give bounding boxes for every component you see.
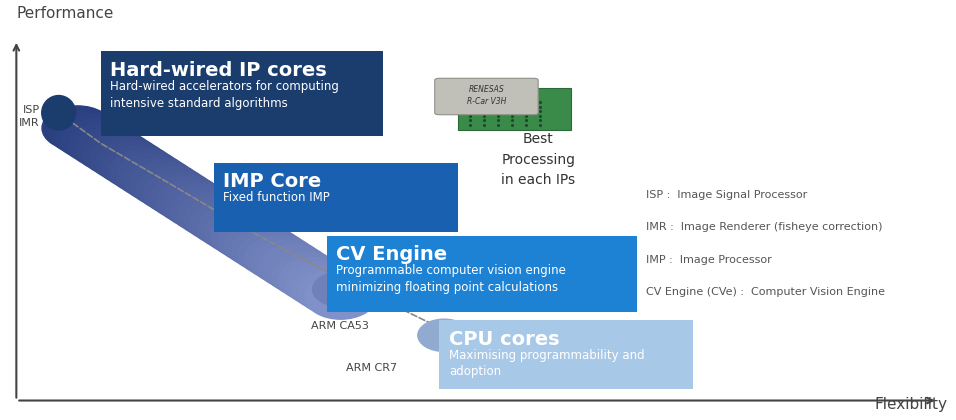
Ellipse shape (137, 166, 207, 211)
Ellipse shape (313, 272, 369, 307)
Text: ISP :  Image Signal Processor: ISP : Image Signal Processor (646, 189, 808, 200)
Ellipse shape (123, 158, 194, 202)
Ellipse shape (49, 110, 120, 155)
FancyBboxPatch shape (435, 78, 538, 115)
Text: ISP
IMR: ISP IMR (19, 105, 40, 128)
Ellipse shape (102, 145, 174, 189)
Text: Programmable computer vision engine
minimizing floating point calculations: Programmable computer vision engine mini… (336, 264, 566, 294)
Text: CV Engine (CVe) :  Computer Vision Engine: CV Engine (CVe) : Computer Vision Engine (646, 287, 885, 297)
FancyBboxPatch shape (440, 320, 693, 389)
Ellipse shape (305, 275, 376, 319)
Ellipse shape (272, 253, 342, 297)
Ellipse shape (190, 201, 261, 246)
Ellipse shape (225, 223, 295, 267)
FancyBboxPatch shape (458, 88, 571, 130)
Ellipse shape (251, 240, 322, 285)
Ellipse shape (42, 106, 113, 150)
FancyBboxPatch shape (101, 51, 383, 136)
Text: Best
Processing
in each IPs: Best Processing in each IPs (501, 132, 576, 187)
FancyBboxPatch shape (327, 236, 637, 312)
Ellipse shape (292, 266, 362, 310)
Text: Hard-wired IP cores: Hard-wired IP cores (110, 61, 327, 80)
Ellipse shape (197, 205, 269, 250)
Text: ARM CR7: ARM CR7 (346, 363, 397, 373)
Ellipse shape (130, 162, 201, 207)
Text: IMP Core: IMP Core (223, 172, 321, 191)
Text: IMP :  Image Processor: IMP : Image Processor (646, 255, 772, 265)
Ellipse shape (482, 345, 538, 379)
Ellipse shape (285, 262, 356, 306)
Ellipse shape (177, 192, 248, 237)
Ellipse shape (238, 231, 309, 276)
Ellipse shape (245, 236, 315, 280)
Ellipse shape (265, 249, 336, 293)
Ellipse shape (55, 115, 126, 159)
Ellipse shape (110, 149, 181, 194)
Text: ARM CA53: ARM CA53 (311, 321, 369, 331)
Ellipse shape (89, 136, 161, 181)
Ellipse shape (163, 184, 234, 228)
Text: Maximising programmability and
adoption: Maximising programmability and adoption (448, 349, 644, 378)
Text: Performance: Performance (16, 6, 114, 21)
Text: CPU cores: CPU cores (448, 330, 559, 349)
Text: Hard-wired accelerators for computing
intensive standard algorithms: Hard-wired accelerators for computing in… (110, 80, 339, 110)
Ellipse shape (42, 95, 76, 130)
FancyBboxPatch shape (214, 163, 458, 232)
Ellipse shape (96, 141, 167, 185)
Ellipse shape (258, 244, 329, 289)
Text: Fixed function IMP: Fixed function IMP (223, 192, 330, 205)
Ellipse shape (298, 270, 369, 315)
Ellipse shape (76, 128, 146, 172)
Text: IMR :  Image Renderer (fisheye correction): IMR : Image Renderer (fisheye correction… (646, 222, 882, 232)
Ellipse shape (210, 214, 282, 259)
Ellipse shape (170, 188, 241, 233)
Text: CV Engine: CV Engine (336, 245, 447, 264)
Ellipse shape (157, 179, 228, 224)
Ellipse shape (184, 197, 254, 241)
Ellipse shape (117, 153, 187, 198)
Text: Flexibility: Flexibility (874, 397, 947, 412)
Ellipse shape (218, 218, 289, 263)
Ellipse shape (62, 119, 133, 163)
Ellipse shape (418, 319, 470, 352)
Ellipse shape (150, 175, 221, 220)
Ellipse shape (278, 257, 349, 302)
Ellipse shape (204, 210, 275, 254)
Text: RENESAS
R-Car V3H: RENESAS R-Car V3H (467, 86, 506, 105)
Ellipse shape (69, 123, 140, 168)
Ellipse shape (143, 171, 214, 215)
Ellipse shape (231, 227, 302, 272)
Ellipse shape (82, 132, 153, 176)
